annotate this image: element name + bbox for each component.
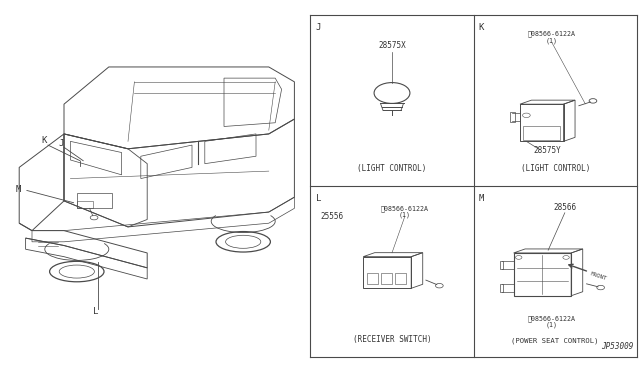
Text: (LIGHT CONTROL): (LIGHT CONTROL) [520,164,590,173]
Bar [514,253,572,296]
Bar [77,201,93,208]
Text: (1): (1) [399,212,411,218]
Text: 25556: 25556 [321,212,344,221]
Bar [520,104,563,141]
Text: (RECEIVER SWITCH): (RECEIVER SWITCH) [353,335,431,344]
Text: FRONT: FRONT [589,272,607,282]
Text: Ⓢ08566-6122A: Ⓢ08566-6122A [381,205,429,212]
Text: 28575Y: 28575Y [533,145,561,154]
Bar [381,273,392,284]
Text: Ⓢ08566-6122A: Ⓢ08566-6122A [528,31,576,37]
Bar [364,257,411,288]
Text: (1): (1) [546,38,558,44]
Bar [509,112,515,122]
Bar [523,126,561,140]
Bar [396,273,406,284]
Text: M: M [16,185,21,193]
Text: (1): (1) [546,322,558,328]
Bar [499,261,504,269]
Text: JP53009: JP53009 [601,342,634,351]
Text: 28575X: 28575X [378,41,406,50]
Text: (POWER SEAT CONTROL): (POWER SEAT CONTROL) [511,337,599,344]
Text: (LIGHT CONTROL): (LIGHT CONTROL) [357,164,427,173]
Bar [367,273,378,284]
Bar [499,284,504,292]
Bar [77,193,112,208]
Text: K: K [42,136,47,145]
Text: L: L [93,307,98,316]
Text: J: J [316,23,321,32]
Text: J: J [59,139,64,148]
Text: L: L [316,194,321,203]
Text: Ⓢ08566-6122A: Ⓢ08566-6122A [528,315,576,321]
Text: 28566: 28566 [553,203,577,212]
Text: K: K [479,23,484,32]
Text: M: M [479,194,484,203]
